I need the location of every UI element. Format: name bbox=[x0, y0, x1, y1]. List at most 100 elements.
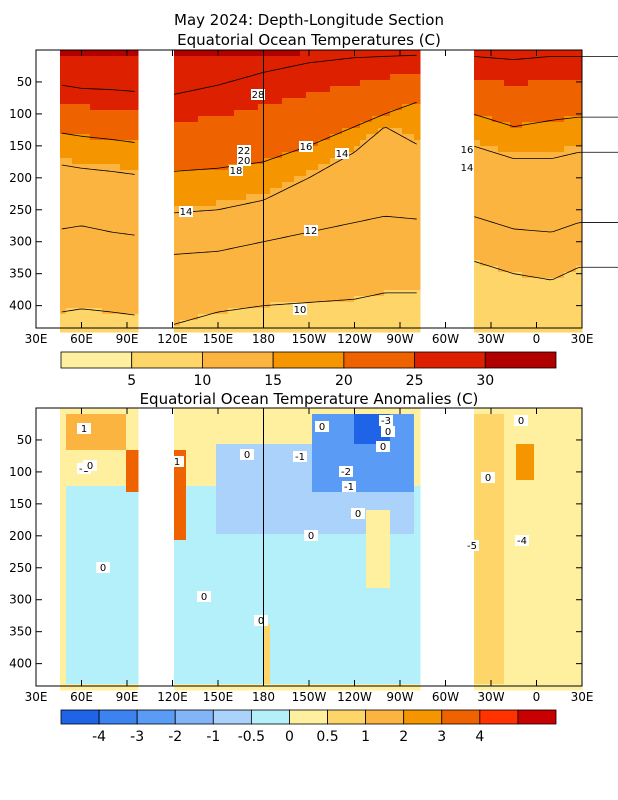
anomaly-cell bbox=[192, 546, 199, 553]
temperature-cell bbox=[90, 206, 97, 213]
temperature-cell bbox=[228, 194, 235, 201]
temperature-cell bbox=[204, 50, 211, 57]
anomaly-cell bbox=[78, 546, 85, 553]
anomaly-cell bbox=[126, 540, 133, 547]
temperature-cell bbox=[276, 188, 283, 195]
anomaly-cell bbox=[114, 648, 121, 655]
temperature-cell bbox=[90, 212, 97, 219]
temperature-cell bbox=[342, 212, 349, 219]
temperature-cell bbox=[552, 296, 559, 303]
temperature-cell bbox=[408, 248, 415, 255]
temperature-cell bbox=[264, 326, 271, 333]
temperature-cell bbox=[72, 242, 79, 249]
temperature-cell bbox=[258, 236, 265, 243]
temperature-cell bbox=[192, 56, 199, 63]
temperature-cell bbox=[126, 182, 133, 189]
anomaly-cell bbox=[132, 576, 139, 583]
temperature-cell bbox=[60, 164, 67, 171]
temperature-cell bbox=[300, 314, 307, 321]
temperature-cell bbox=[222, 56, 229, 63]
temperature-cell bbox=[378, 260, 385, 267]
temperature-cell bbox=[240, 224, 247, 231]
anomaly-cell bbox=[60, 666, 67, 673]
temperature-cell bbox=[300, 110, 307, 117]
temperature-cell bbox=[258, 164, 265, 171]
temperature-cell bbox=[96, 272, 103, 279]
temperature-cell bbox=[282, 80, 289, 87]
temperature-cell bbox=[294, 128, 301, 135]
temperature-cell bbox=[534, 260, 541, 267]
anomaly-cell bbox=[228, 630, 235, 637]
anomaly-cell bbox=[72, 582, 79, 589]
temperature-cell bbox=[270, 242, 277, 249]
temperature-cell bbox=[78, 182, 85, 189]
temperature-cell bbox=[108, 182, 115, 189]
temperature-cell bbox=[84, 290, 91, 297]
temperature-cell bbox=[510, 134, 517, 141]
anomaly-cell bbox=[120, 648, 127, 655]
temperature-cell bbox=[300, 86, 307, 93]
temperature-cell bbox=[192, 152, 199, 159]
temperature-cell bbox=[576, 236, 583, 243]
temperature-cell bbox=[342, 104, 349, 111]
anomaly-cell bbox=[72, 546, 79, 553]
temperature-cell bbox=[402, 152, 409, 159]
temperature-cell bbox=[570, 248, 577, 255]
temperature-cell bbox=[240, 194, 247, 201]
temperature-cell bbox=[360, 206, 367, 213]
anomaly-cell bbox=[234, 600, 241, 607]
temperature-cell bbox=[486, 62, 493, 69]
temperature-cell bbox=[528, 290, 535, 297]
anomaly-cell bbox=[252, 480, 259, 487]
temperature-cell bbox=[240, 296, 247, 303]
anomaly-cell bbox=[198, 534, 205, 541]
anomaly-cell bbox=[96, 684, 103, 691]
temperature-cell bbox=[336, 296, 343, 303]
temperature-cell bbox=[414, 272, 421, 279]
temperature-cell bbox=[186, 134, 193, 141]
anomaly-cell bbox=[90, 582, 97, 589]
anomaly-cell bbox=[180, 474, 187, 481]
temperature-cell bbox=[228, 134, 235, 141]
temperature-cell bbox=[324, 242, 331, 249]
temperature-cell bbox=[282, 218, 289, 225]
temperature-cell bbox=[102, 152, 109, 159]
anomaly-cell bbox=[78, 528, 85, 535]
temperature-cell bbox=[564, 248, 571, 255]
temperature-cell bbox=[240, 314, 247, 321]
temperature-cell bbox=[246, 98, 253, 105]
temperature-cell bbox=[240, 248, 247, 255]
temperature-cell bbox=[192, 218, 199, 225]
temperature-cell bbox=[282, 230, 289, 237]
temperature-cell bbox=[306, 284, 313, 291]
contour-label: 28 bbox=[252, 90, 265, 101]
temperature-cell bbox=[324, 146, 331, 153]
temperature-cell bbox=[354, 74, 361, 81]
anomaly-cell bbox=[276, 516, 283, 523]
temperature-cell bbox=[354, 116, 361, 123]
temperature-cell bbox=[102, 104, 109, 111]
temperature-cell bbox=[480, 92, 487, 99]
anomaly-cell bbox=[276, 438, 283, 445]
anomaly-cell bbox=[96, 666, 103, 673]
temperature-cell bbox=[234, 110, 241, 117]
temperature-cell bbox=[198, 122, 205, 129]
temperature-cell bbox=[252, 260, 259, 267]
temperature-cell bbox=[414, 50, 421, 57]
temperature-cell bbox=[294, 50, 301, 57]
temperature-cell bbox=[216, 236, 223, 243]
anomaly-cell bbox=[102, 522, 109, 529]
temperature-cell bbox=[192, 260, 199, 267]
temperature-cell bbox=[504, 302, 511, 309]
anomaly-cell bbox=[120, 618, 127, 625]
temperature-cell bbox=[354, 302, 361, 309]
anomaly-cell bbox=[264, 474, 271, 481]
temperature-cell bbox=[252, 104, 259, 111]
temperature-cell bbox=[330, 176, 337, 183]
temperature-cell bbox=[354, 92, 361, 99]
temperature-cell bbox=[528, 314, 535, 321]
anomaly-cell bbox=[222, 606, 229, 613]
temperature-cell bbox=[576, 86, 583, 93]
temperature-cell bbox=[216, 68, 223, 75]
temperature-cell bbox=[66, 176, 73, 183]
